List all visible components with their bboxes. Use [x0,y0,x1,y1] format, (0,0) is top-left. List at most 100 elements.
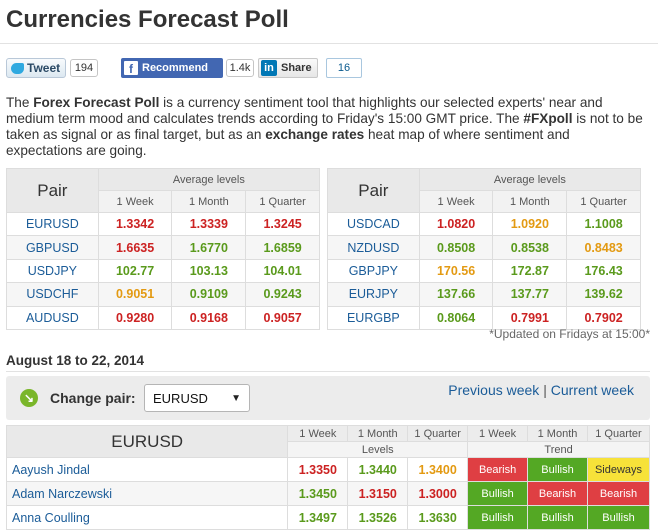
expert-level-cell: 1.3400 [407,457,469,482]
tweet-label: Tweet [27,61,61,75]
col-1-month: 1 Month [492,190,568,213]
col-1-month: 1 Month [171,190,247,213]
levels-col-1-quarter: 1 Quarter [407,425,469,442]
expert-name[interactable]: Anna Coulling [5,505,289,530]
level-cell: 172.87 [492,258,568,284]
level-cell: 1.6635 [97,235,173,260]
tweet-button[interactable]: Tweet [6,58,66,78]
level-cell: 1.6770 [171,235,247,260]
level-cell: 0.8483 [566,235,641,260]
trend-col-1-week: 1 Week [467,425,529,442]
arrow-down-right-icon: ↘ [20,389,38,407]
title-divider [0,43,658,44]
trend-badge: Bearish [467,457,529,482]
level-cell: 104.01 [245,258,320,284]
share-count: 16 [326,58,362,78]
expert-level-cell: 1.3526 [347,505,409,530]
table-row: USDJPY 102.77 103.13 104.01 [6,258,320,284]
pair-cell[interactable]: EURGBP [327,305,420,330]
average-levels-table-left: Pair Average levels 1 Week 1 Month 1 Qua… [6,168,321,330]
level-cell: 0.9109 [171,282,247,307]
average-levels-header: Average levels [97,168,321,191]
level-cell: 0.9057 [245,305,320,330]
recommend-label: Recommend [142,62,209,74]
pair-cell[interactable]: USDCHF [6,282,99,307]
level-cell: 1.3245 [245,211,320,237]
level-cell: 0.9243 [245,282,320,307]
expert-level-cell: 1.3630 [407,505,469,530]
pair-cell[interactable]: EURJPY [327,282,420,307]
table-row: NZDUSD 0.8508 0.8538 0.8483 [327,235,641,260]
table-row: EURGBP 0.8064 0.7991 0.7902 [327,305,641,330]
link-separator: | [543,382,547,398]
pair-cell[interactable]: AUDUSD [6,305,99,330]
tweet-count: 194 [70,59,98,77]
expert-name[interactable]: Aayush Jindal [5,457,289,482]
trend-group-header: Trend [467,441,650,458]
expert-level-cell: 1.3450 [287,481,349,506]
trend-badge: Bearish [527,481,588,506]
expert-level-cell: 1.3150 [347,481,409,506]
pair-cell[interactable]: USDCAD [327,211,420,237]
pair-header: Pair [6,168,99,213]
trend-badge: Bearish [586,481,651,506]
level-cell: 1.3339 [171,211,247,237]
level-cell: 176.43 [566,258,641,284]
pair-cell[interactable]: GBPUSD [6,235,99,260]
share-label: Share [281,62,312,74]
level-cell: 1.3342 [97,211,173,237]
level-cell: 1.0820 [418,211,494,237]
level-cell: 0.8508 [418,235,494,260]
expert-poll-table: EURUSD 1 Week 1 Month 1 Quarter 1 Week 1… [5,425,651,530]
intro-bold-exchange-rates: exchange rates [265,127,365,142]
level-cell: 0.9051 [97,282,173,307]
previous-week-link[interactable]: Previous week [448,382,540,398]
page-title: Currencies Forecast Poll [6,6,289,33]
pair-cell[interactable]: USDJPY [6,258,99,284]
linkedin-share-button[interactable]: in Share [258,58,318,78]
table-row: EURUSD 1.3342 1.3339 1.3245 [6,211,320,237]
table-row: Aayush Jindal 1.3350 1.3440 1.3400 Bearish Bu… [5,457,651,482]
intro-bold-forex-forecast-poll: Forex Forecast Poll [33,95,160,110]
average-levels-table-right: Pair Average levels 1 Week 1 Month 1 Qua… [327,168,642,330]
col-1-week: 1 Week [97,190,173,213]
pair-cell[interactable]: NZDUSD [327,235,420,260]
twitter-bird-icon [11,62,24,74]
levels-col-1-month: 1 Month [347,425,409,442]
level-cell: 137.77 [492,282,568,307]
poll-pair-header: EURUSD [5,425,289,458]
pair-select[interactable]: EURUSD ▼ [144,384,250,412]
trend-col-1-month: 1 Month [527,425,588,442]
trend-badge: Sideways [586,457,651,482]
table-row: EURJPY 137.66 137.77 139.62 [327,282,641,307]
pair-cell[interactable]: GBPJPY [327,258,420,284]
col-1-week: 1 Week [418,190,494,213]
recommend-count: 1.4k [226,59,254,77]
level-cell: 170.56 [418,258,494,284]
current-week-link[interactable]: Current week [550,382,634,398]
expert-level-cell: 1.3497 [287,505,349,530]
level-cell: 137.66 [418,282,494,307]
expert-level-cell: 1.3350 [287,457,349,482]
average-levels-header: Average levels [418,168,642,191]
expert-level-cell: 1.3440 [347,457,409,482]
facebook-icon: f [124,61,138,75]
expert-name[interactable]: Adam Narczewski [5,481,289,506]
table-row: USDCHF 0.9051 0.9109 0.9243 [6,282,320,307]
pair-cell[interactable]: EURUSD [6,211,99,237]
recommend-button[interactable]: f Recommend [121,58,223,78]
trend-col-1-quarter: 1 Quarter [586,425,651,442]
table-row: USDCAD 1.0820 1.0920 1.1008 [327,211,641,237]
level-cell: 103.13 [171,258,247,284]
intro-text: is a currency sentiment tool that highli… [6,95,603,126]
table-row: Adam Narczewski 1.3450 1.3150 1.3000 Bullish… [5,481,651,506]
level-cell: 0.8064 [418,305,494,330]
trend-badge: Bullish [527,457,588,482]
level-cell: 1.6859 [245,235,320,260]
intro-paragraph: The Forex Forecast Poll is a currency se… [6,95,646,159]
trend-badge: Bullish [467,481,529,506]
levels-col-1-week: 1 Week [287,425,349,442]
expert-level-cell: 1.3000 [407,481,469,506]
table-row: GBPJPY 170.56 172.87 176.43 [327,258,641,284]
level-cell: 139.62 [566,282,641,307]
